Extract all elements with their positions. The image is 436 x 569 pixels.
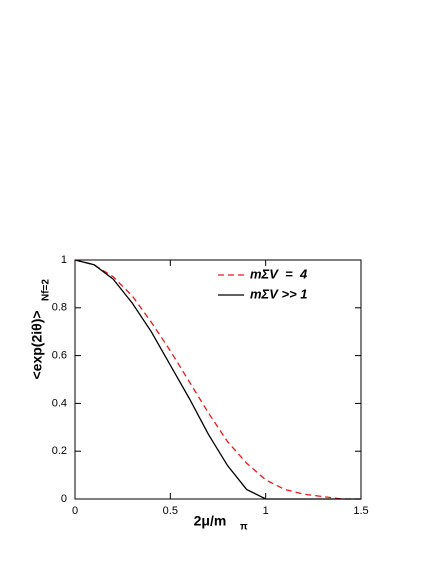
y-tick-label: 0.6	[52, 350, 67, 362]
legend-label: mΣV = 4	[250, 266, 308, 281]
y-tick-label: 0.4	[52, 397, 67, 409]
x-tick-label: 1.5	[353, 505, 368, 517]
y-tick-label: 0.8	[52, 302, 67, 314]
y-tick-label: 1	[61, 254, 67, 266]
y-axis-label: <exp(2iθ)>	[29, 310, 45, 379]
y-tick-label: 0.2	[52, 445, 67, 457]
y-tick-label: 0	[61, 493, 67, 505]
x-axis-label: 2μ/m	[194, 513, 227, 529]
y-axis-label-sub: Nf=2	[41, 279, 52, 301]
x-tick-label: 1	[263, 505, 269, 517]
plot-frame	[74, 259, 362, 500]
line	[74, 259, 361, 500]
x-tick-label: 0.5	[163, 505, 178, 517]
x-tick-label: 0	[72, 505, 78, 517]
line	[74, 259, 361, 500]
x-axis-label-sub: π	[240, 522, 248, 533]
legend-label: mΣV >> 1	[250, 286, 308, 301]
